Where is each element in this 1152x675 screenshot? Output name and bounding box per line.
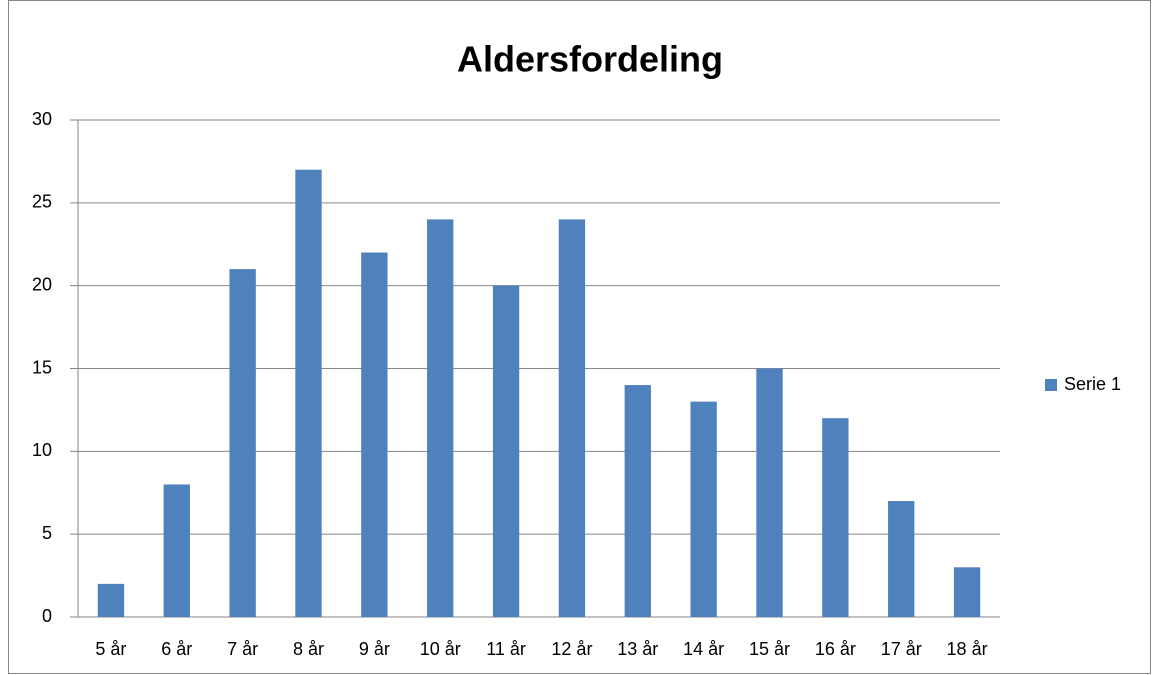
y-tick-label: 0 [42,606,52,626]
bar [624,385,651,617]
x-tick-label: 6 år [161,639,192,659]
x-tick-label: 11 år [486,639,526,659]
y-tick-label: 5 [42,523,52,543]
x-tick-label: 14 år [683,639,724,659]
x-tick-label: 16 år [815,639,856,659]
x-tick-label: 5 år [95,639,126,659]
legend-swatch [1045,379,1057,391]
y-tick-label: 10 [32,440,52,460]
bar [229,269,256,617]
bar [822,418,849,617]
bar [690,401,717,617]
bar [558,219,586,617]
x-tick-label: 9 år [359,639,390,659]
bar [953,567,981,617]
x-tick-label: 12 år [551,639,592,659]
legend-label: Serie 1 [1064,374,1121,394]
y-tick-label: 20 [32,274,52,294]
x-tick-label: 10 år [420,639,461,659]
bar [427,219,454,617]
bar [163,484,190,617]
x-tick-label: 15 år [749,639,790,659]
x-tick-label: 18 år [947,639,988,659]
y-tick-label: 15 [32,357,52,377]
chart-title: Aldersfordeling [457,39,723,80]
bar [492,285,520,617]
y-tick-label: 30 [32,109,52,129]
bar [361,252,388,618]
x-tick-label: 8 år [293,639,324,659]
y-tick-label: 25 [32,192,52,212]
x-tick-label: 17 år [881,639,922,659]
bar [295,169,322,617]
bar [97,583,125,617]
bar [888,501,915,617]
x-tick-label: 13 år [617,639,658,659]
x-tick-label: 7 år [227,639,258,659]
bar [756,368,783,617]
